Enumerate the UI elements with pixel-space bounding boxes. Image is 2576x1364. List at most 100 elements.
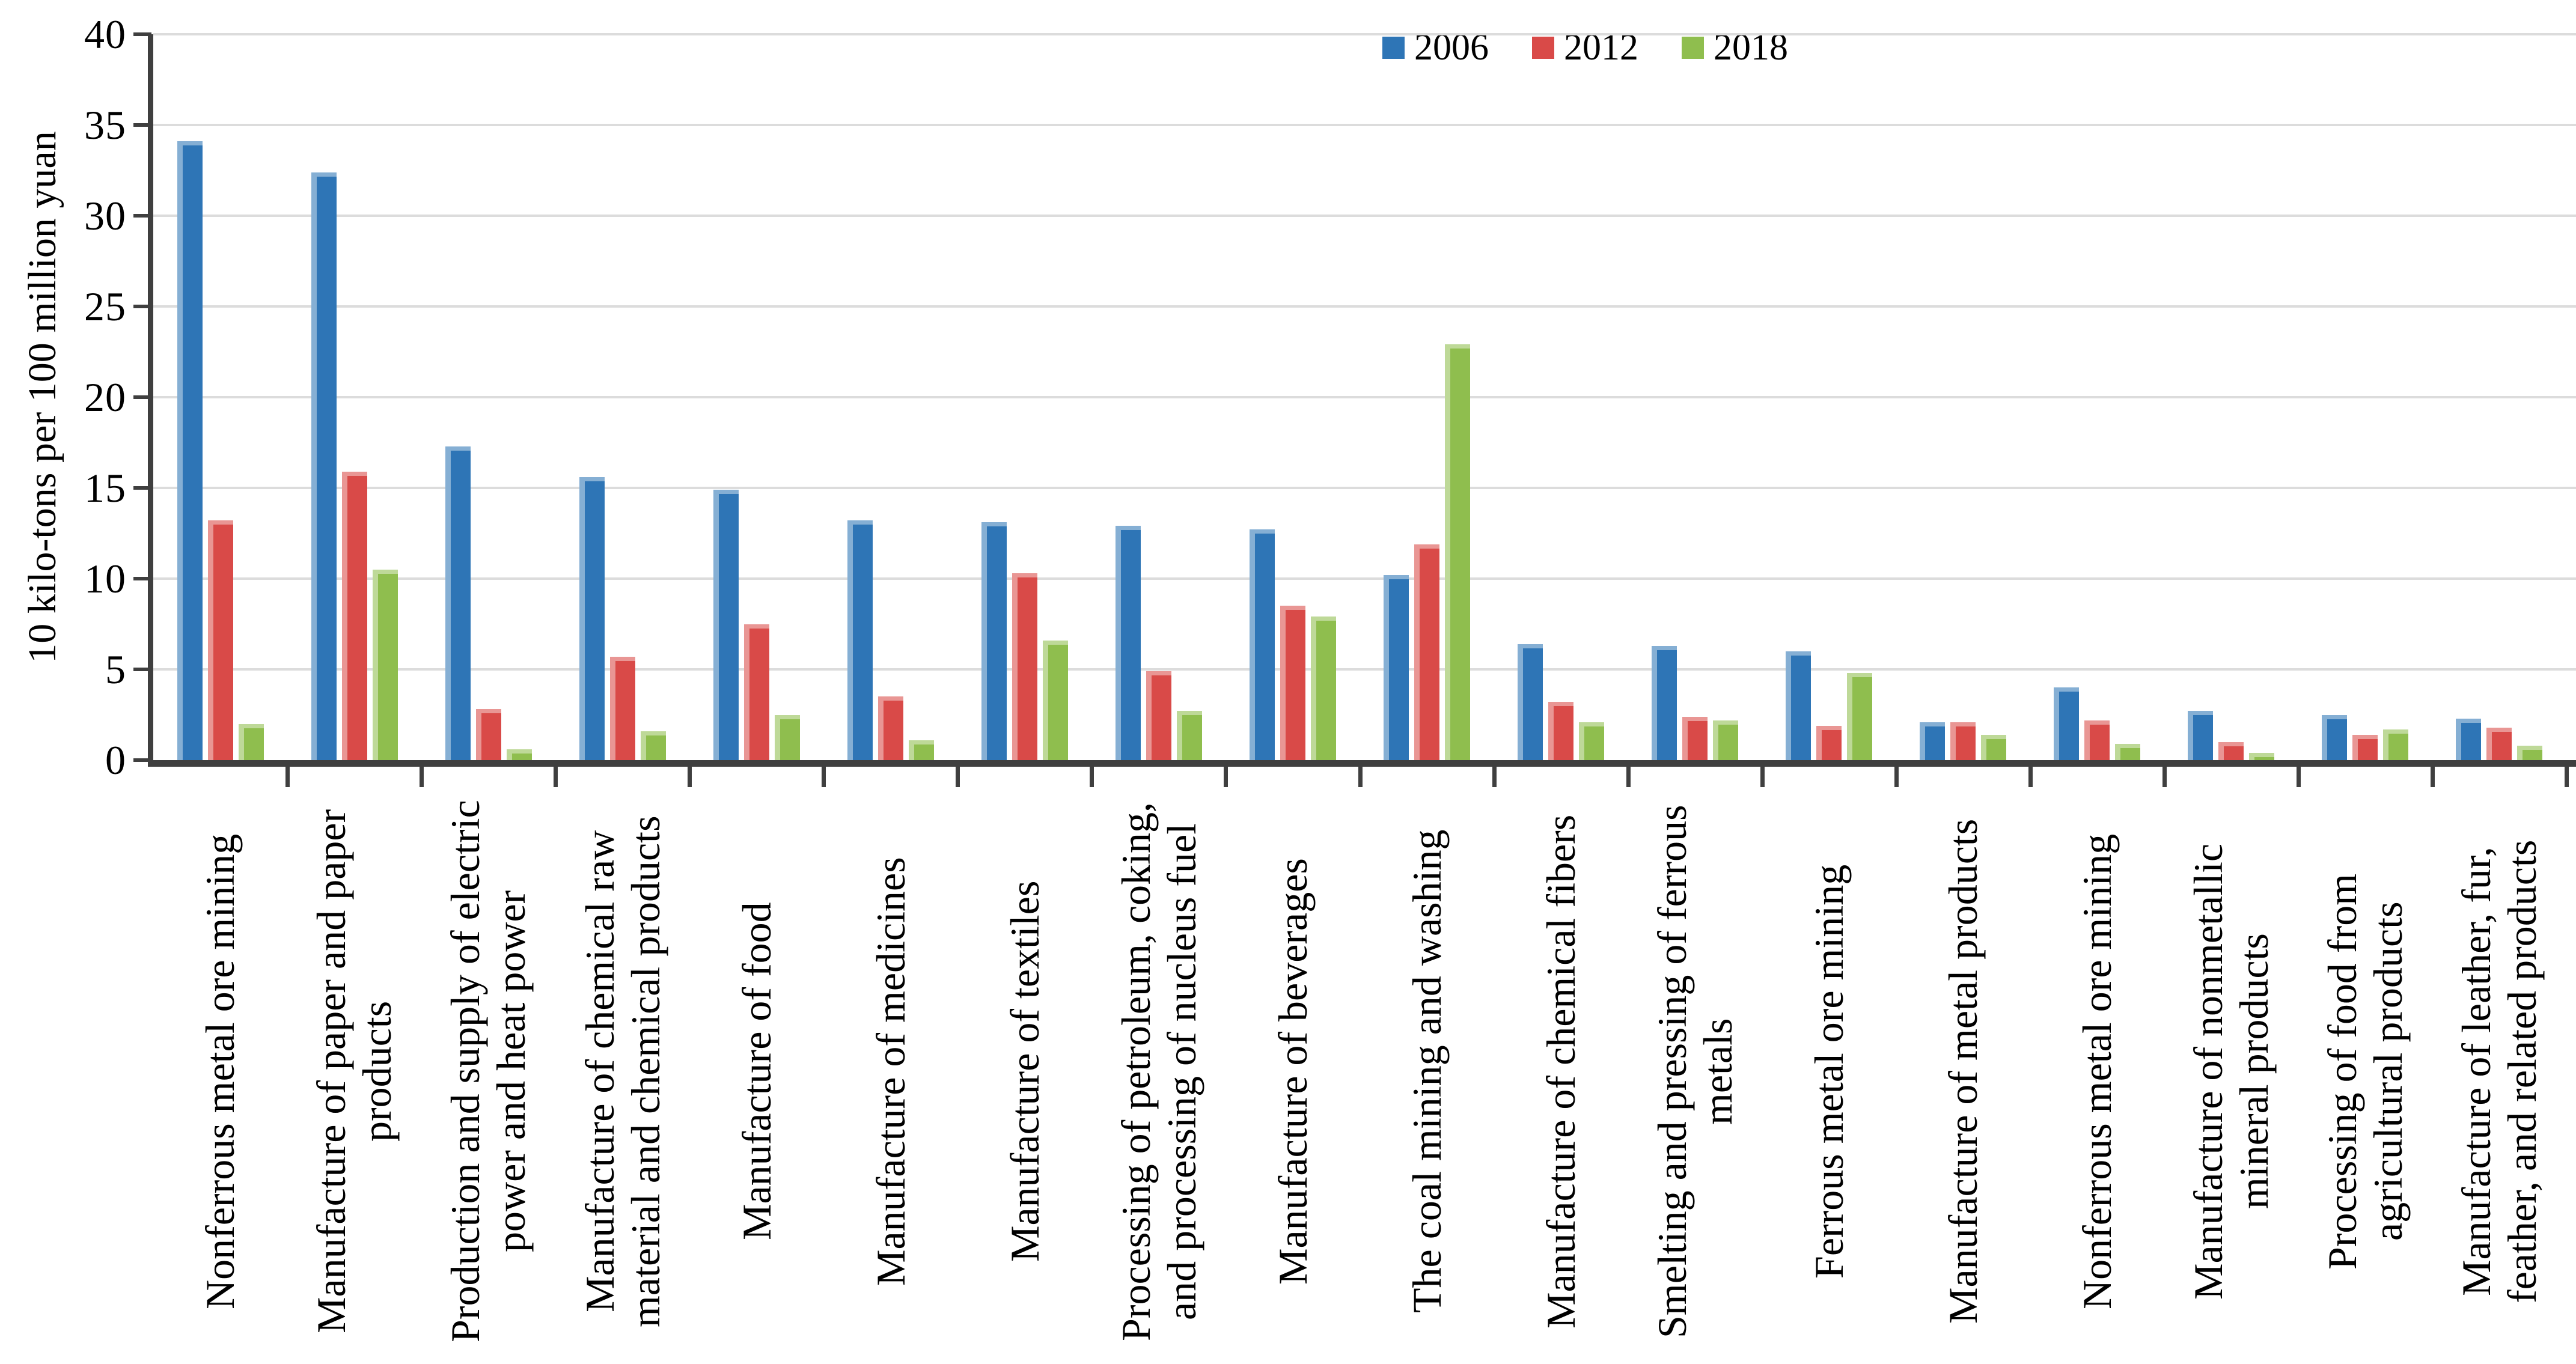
gridline [153, 668, 2576, 671]
y-axis-tick [133, 214, 151, 218]
gridline [153, 305, 2576, 308]
x-axis-tick [1492, 767, 1497, 787]
bar-2012 [1146, 671, 1171, 760]
category-label-wrap: Smelting and pressing of ferrous metals [1628, 786, 1762, 1357]
category-label-wrap: Manufacture of textiles [957, 786, 1091, 1357]
x-axis-tick [1090, 767, 1094, 787]
x-axis-line [148, 760, 2576, 767]
bar-2006 [1115, 526, 1141, 760]
y-axis-tick-label: 35 [84, 102, 126, 148]
bar-2012 [1414, 544, 1440, 760]
x-axis-tick [688, 767, 692, 787]
category-label-wrap: Manufacture of metal products [1896, 786, 2030, 1357]
category-label-wrap: Manufacture of beverages [1225, 786, 1360, 1357]
category-label: Ferrous metal ore mining [1806, 864, 1852, 1279]
y-axis-tick [133, 758, 151, 762]
bar-2006 [579, 476, 605, 760]
category-label-wrap: Processing of food from agricultural pro… [2298, 786, 2432, 1357]
bar-2012 [475, 709, 501, 760]
x-axis-tick [1224, 767, 1228, 787]
category-label-wrap: Manufacture of chemical fibers [1494, 786, 1628, 1357]
category-label-wrap: Manufacture of nonmetallic mineral produ… [2164, 786, 2298, 1357]
category-label: The coal mining and washing [1403, 829, 1450, 1314]
y-axis-tick-label: 0 [105, 737, 126, 783]
bar-2012 [2486, 727, 2512, 760]
bar-2006 [1518, 644, 1543, 760]
y-axis-tick-label: 25 [84, 284, 126, 329]
x-axis-tick [2565, 767, 2569, 787]
y-axis-tick [133, 486, 151, 490]
bar-2018 [1176, 711, 1202, 760]
category-label-wrap: Nonferrous metal ore mining [2030, 786, 2164, 1357]
x-axis-tick [956, 767, 960, 787]
x-axis-tick [554, 767, 558, 787]
y-axis-tick-label: 30 [84, 193, 126, 239]
category-label: Processing of petroleum, coking, and pro… [1113, 802, 1204, 1341]
category-label: Manufacture of leather, fur, feather, an… [2453, 839, 2545, 1303]
x-axis-tick [2296, 767, 2301, 787]
bar-2012 [1548, 702, 1574, 760]
x-axis-tick [1626, 767, 1631, 787]
bar-2006 [847, 520, 873, 760]
bar-2006 [713, 490, 739, 760]
y-axis-tick [133, 668, 151, 671]
bar-2012 [2352, 734, 2378, 760]
y-axis-tick [133, 32, 151, 36]
category-label: Production and supply of electric power … [442, 800, 534, 1343]
bar-2006 [311, 172, 337, 760]
category-label: Nonferrous metal ore mining [197, 833, 243, 1309]
bar-2012 [1950, 722, 1976, 760]
category-label: Manufacture of paper and paper products [308, 809, 400, 1334]
bar-2018 [2249, 752, 2275, 760]
y-axis-tick [133, 305, 151, 308]
gridline [153, 124, 2576, 126]
category-label-wrap: Manufacture of paper and paper products [287, 786, 421, 1357]
gridline [153, 487, 2576, 489]
y-axis-tick-label: 10 [84, 556, 126, 601]
bar-2012 [1816, 725, 1842, 760]
legend-swatch-2018-icon [1682, 36, 1704, 59]
y-axis-tick [133, 123, 151, 127]
category-label: Manufacture of medicines [867, 857, 914, 1286]
bar-2018 [1310, 617, 1336, 760]
bar-2018 [1713, 720, 1739, 760]
y-axis-tick-label: 5 [105, 647, 126, 692]
bar-2018 [238, 723, 264, 760]
category-label-wrap: Manufacture of leather, fur, feather, an… [2432, 786, 2566, 1357]
bar-2018 [506, 749, 532, 760]
bar-2012 [1012, 573, 1037, 760]
bar-2006 [1384, 574, 1409, 760]
category-label-wrap: Ferrous metal ore mining [1762, 786, 1896, 1357]
x-axis-tick [2430, 767, 2435, 787]
bar-2006 [1249, 529, 1275, 760]
bar-2012 [1280, 606, 1305, 760]
bar-2006 [2322, 714, 2348, 760]
x-axis-tick [285, 767, 290, 787]
category-label: Manufacture of chemical raw material and… [576, 815, 668, 1327]
y-axis-tick [133, 577, 151, 580]
bar-2018 [1847, 673, 1873, 760]
x-axis-tick [2028, 767, 2033, 787]
category-label: Manufacture of chemical fibers [1537, 814, 1584, 1329]
category-label: Manufacture of metal products [1940, 818, 1986, 1324]
category-label-wrap: The coal mining and washing [1360, 786, 1494, 1357]
gridline [153, 577, 2576, 580]
bar-2012 [877, 696, 903, 760]
bar-2012 [1682, 716, 1708, 760]
bar-2012 [341, 471, 367, 760]
bar-2006 [981, 522, 1007, 760]
category-label: Manufacture of food [733, 902, 780, 1241]
gridline [153, 215, 2576, 217]
bar-2006 [445, 446, 471, 760]
bar-2006 [2188, 711, 2214, 760]
bar-2006 [1920, 722, 1946, 760]
bar-2018 [1981, 734, 2007, 760]
bar-2012 [609, 656, 635, 760]
y-axis-tick-label: 20 [84, 374, 126, 420]
bar-2018 [1042, 640, 1068, 760]
gridline [153, 33, 2576, 35]
bar-2018 [1445, 344, 1471, 760]
x-axis-tick [420, 767, 424, 787]
category-label-wrap: Production and supply of electric power … [421, 786, 555, 1357]
